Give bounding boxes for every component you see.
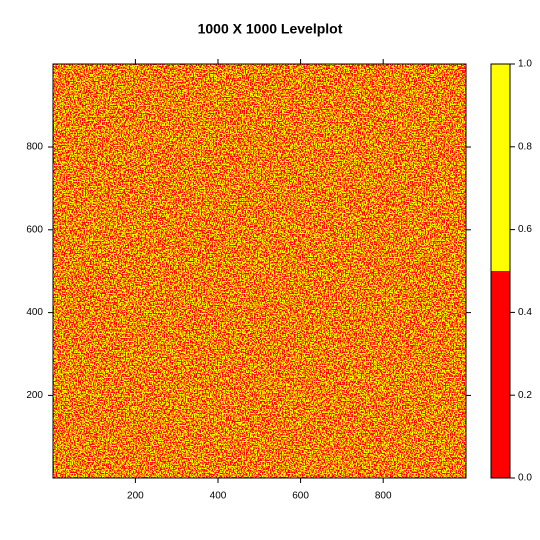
x-tick-label: 200 xyxy=(127,491,144,502)
y-tick-label: 400 xyxy=(26,307,43,318)
colorkey-tick-label: 0.6 xyxy=(518,224,532,235)
colorkey-segment xyxy=(491,271,510,478)
chart-title: 1000 X 1000 Levelplot xyxy=(198,21,343,37)
x-tick-label: 400 xyxy=(210,491,227,502)
colorkey-tick-label: 0.0 xyxy=(518,473,532,484)
colorkey-tick-label: 0.4 xyxy=(518,307,532,318)
y-tick-label: 800 xyxy=(26,142,43,153)
y-tick-label: 200 xyxy=(26,390,43,401)
colorkey-tick-label: 1.0 xyxy=(518,59,532,70)
colorkey-frame xyxy=(490,63,511,479)
colorkey-segment xyxy=(491,64,510,271)
x-tick-label: 600 xyxy=(292,491,309,502)
colorkey-tick-label: 0.8 xyxy=(518,141,532,152)
colorkey-tick-label: 0.2 xyxy=(518,390,532,401)
plot-frame xyxy=(52,63,467,479)
level-field xyxy=(53,64,466,478)
y-tick-label: 600 xyxy=(26,224,43,235)
x-tick-label: 800 xyxy=(375,491,392,502)
